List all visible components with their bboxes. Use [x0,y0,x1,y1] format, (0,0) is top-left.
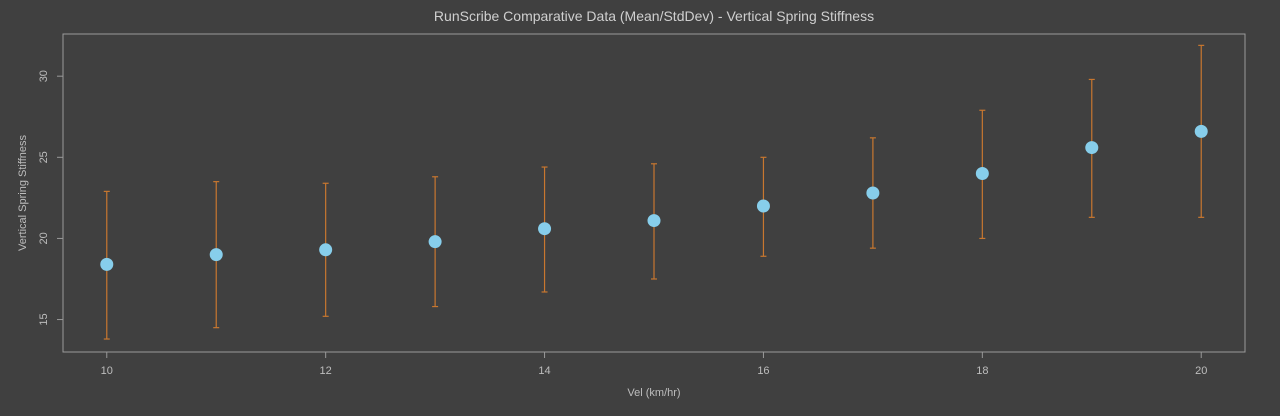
x-axis-label: Vel (km/hr) [627,387,680,399]
data-point [319,243,333,257]
x-tick-label: 20 [1195,365,1207,377]
data-point [538,222,552,236]
y-tick-label: 20 [38,232,50,244]
data-point [647,214,661,228]
x-axis: 10 12 14 16 18 20 [101,352,1207,377]
x-tick-label: 10 [101,365,113,377]
data-point [756,199,770,213]
data-point [975,167,989,181]
data-point [428,235,442,249]
chart-title: RunScribe Comparative Data (Mean/StdDev)… [434,8,874,24]
error-bars [103,44,1205,340]
data-point [1194,124,1208,138]
data-point [209,248,223,262]
y-axis: 15 20 25 30 [38,70,63,326]
data-point [866,186,880,200]
plot-frame [62,33,1246,353]
x-tick-label: 16 [757,365,769,377]
data-point [1085,141,1099,155]
y-tick-label: 15 [38,313,50,325]
y-tick-label: 30 [38,70,50,82]
y-axis-label: Vertical Spring Stiffness [17,135,29,251]
x-tick-label: 12 [320,365,332,377]
data-points [100,124,1208,271]
x-tick-label: 18 [976,365,988,377]
y-tick-label: 25 [38,151,50,163]
data-point [100,257,114,271]
x-tick-label: 14 [538,365,550,377]
